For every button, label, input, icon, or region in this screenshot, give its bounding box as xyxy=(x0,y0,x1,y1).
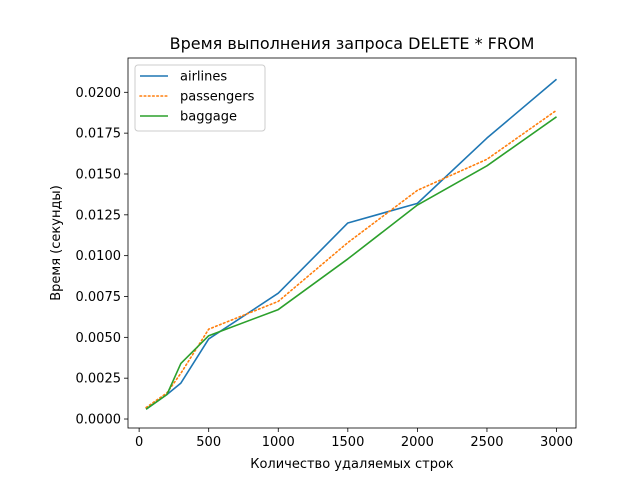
y-axis-label: Время (секунды) xyxy=(49,185,64,301)
plot-frame xyxy=(127,57,577,429)
x-tick-label: 2000 xyxy=(401,435,434,450)
y-tick-label: 0.0050 xyxy=(76,331,122,346)
x-axis-label: Количество удаляемых строк xyxy=(250,457,454,472)
series-line-baggage xyxy=(145,116,557,410)
y-tick-label: 0.0000 xyxy=(76,413,122,428)
y-tick-label: 0.0125 xyxy=(76,208,122,223)
legend-label-passengers: passengers xyxy=(180,90,255,105)
x-tick-label: 1000 xyxy=(262,435,295,450)
legend: airlines passengers baggage xyxy=(134,64,266,132)
x-tick-label: 3000 xyxy=(540,435,573,450)
y-tick-label: 0.0075 xyxy=(76,290,122,305)
y-tick-label: 0.0100 xyxy=(76,249,122,264)
series-line-passengers xyxy=(145,109,558,409)
legend-label-airlines: airlines xyxy=(180,70,227,85)
plot-area: 0 500 1000 1500 2000 2500 3000 0.0000 0.0025 0.00… xyxy=(76,57,577,450)
x-tick-label: 2500 xyxy=(470,435,503,450)
legend-label-baggage: baggage xyxy=(180,110,237,125)
x-tick-label: 500 xyxy=(196,435,221,450)
y-tick-label: 0.0175 xyxy=(76,127,122,142)
y-tick-label: 0.0150 xyxy=(76,167,122,182)
chart-title: Время выполнения запроса DELETE * FROM xyxy=(170,34,535,53)
y-tick-label: 0.0200 xyxy=(76,86,122,101)
legend-box xyxy=(134,64,266,132)
series-line-airlines xyxy=(145,78,558,410)
y-tick-label: 0.0025 xyxy=(76,372,122,387)
x-tick-label: 1500 xyxy=(331,435,364,450)
x-tick-label: 0 xyxy=(135,435,143,450)
